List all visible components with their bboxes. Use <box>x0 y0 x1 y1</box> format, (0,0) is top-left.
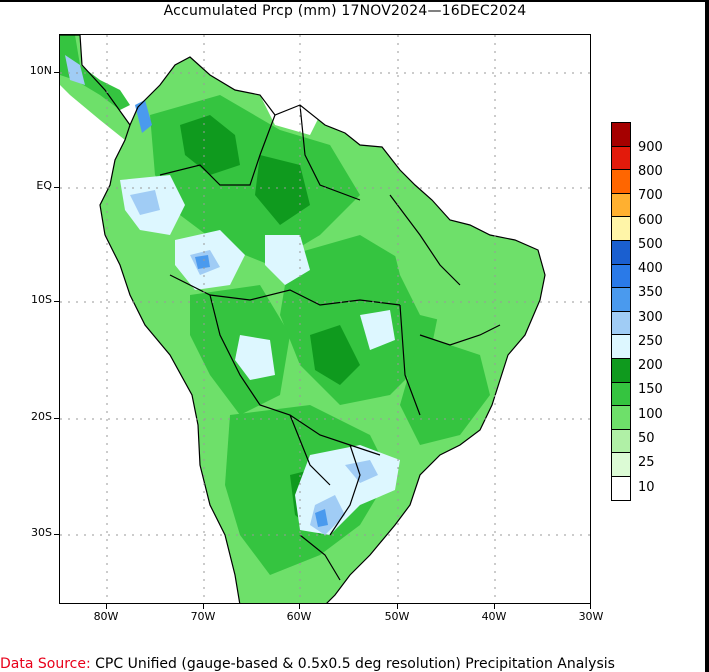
colorbar-swatch <box>611 192 631 217</box>
colorbar-label: 900 <box>638 140 663 155</box>
colorbar-label: 500 <box>638 237 663 252</box>
y-tick <box>54 187 59 188</box>
x-label-40w: 40W <box>481 610 507 623</box>
y-tick <box>54 72 59 73</box>
colorbar-swatch <box>611 357 631 382</box>
country-borders <box>60 35 546 603</box>
x-label-70w: 70W <box>190 610 216 623</box>
map-title: Accumulated Prcp (mm) 17NOV2024—16DEC202… <box>163 3 527 19</box>
y-label-10n: 10N <box>29 64 52 77</box>
x-tick <box>203 604 204 609</box>
data-source-text: CPC Unified (gauge-based & 0.5x0.5 deg r… <box>95 656 615 672</box>
colorbar-swatch <box>611 452 631 476</box>
colorbar-label: 400 <box>638 261 663 276</box>
colorbar-swatch <box>611 475 631 501</box>
colorbar-label: 10 <box>638 480 655 495</box>
map-plot-area <box>59 34 591 604</box>
colorbar-label: 700 <box>638 188 663 203</box>
y-tick <box>54 418 59 419</box>
data-source-label: Data Source: <box>0 656 91 672</box>
colorbar-label: 300 <box>638 310 663 325</box>
colorbar-label: 150 <box>638 382 663 397</box>
colorbar-swatch <box>611 287 631 311</box>
x-tick <box>590 604 591 609</box>
x-label-30w: 30W <box>578 610 604 623</box>
colorbar-label: 800 <box>638 164 663 179</box>
y-label-10s: 10S <box>31 293 52 306</box>
colorbar-swatch <box>611 428 631 453</box>
colorbar-label: 25 <box>638 455 655 470</box>
precip-map <box>60 35 590 603</box>
colorbar-label: 50 <box>638 431 655 446</box>
y-tick <box>54 534 59 535</box>
colorbar-swatch <box>611 334 631 358</box>
colorbar-swatch <box>611 216 631 240</box>
graticule <box>60 35 590 603</box>
x-label-50w: 50W <box>384 610 410 623</box>
colorbar-swatch <box>611 310 631 335</box>
colorbar-label: 350 <box>638 285 663 300</box>
y-label-20s: 20S <box>31 410 52 423</box>
colorbar-label: 600 <box>638 213 663 228</box>
colorbar-label: 100 <box>638 407 663 422</box>
x-label-60w: 60W <box>286 610 312 623</box>
x-tick <box>299 604 300 609</box>
colorbar-label: 250 <box>638 334 663 349</box>
x-tick <box>397 604 398 609</box>
colorbar-swatch <box>611 145 631 170</box>
colorbar-swatch <box>611 263 631 288</box>
x-label-80w: 80W <box>93 610 119 623</box>
right-border <box>705 0 709 672</box>
y-label-30s: 30S <box>31 526 52 539</box>
x-tick <box>494 604 495 609</box>
y-tick <box>54 301 59 302</box>
y-label-eq: EQ <box>36 179 52 192</box>
colorbar <box>611 122 631 501</box>
colorbar-swatch <box>611 239 631 264</box>
colorbar-swatch <box>611 405 631 429</box>
x-tick <box>106 604 107 609</box>
top-border <box>0 0 709 2</box>
data-source-footer: Data Source: CPC Unified (gauge-based & … <box>0 656 615 672</box>
colorbar-swatch <box>611 381 631 406</box>
colorbar-swatch <box>611 169 631 193</box>
colorbar-label: 200 <box>638 358 663 373</box>
colorbar-swatch <box>611 122 631 146</box>
